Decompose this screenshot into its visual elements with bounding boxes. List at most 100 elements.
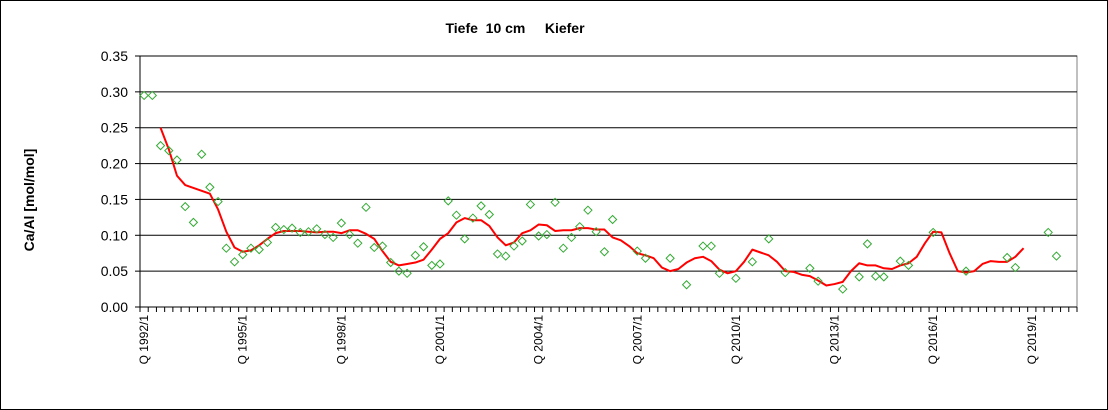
data-point <box>164 145 174 156</box>
data-point <box>451 210 462 220</box>
data-point <box>287 223 297 233</box>
y-tick-label: 0.05 <box>101 263 128 279</box>
chart-title: Tiefe 10 cm Kiefer <box>445 20 585 36</box>
data-point <box>706 241 716 251</box>
data-point <box>394 266 404 276</box>
data-point <box>533 231 544 241</box>
y-tick-label: 0.20 <box>101 156 128 172</box>
data-point <box>377 241 388 251</box>
data-point <box>780 267 790 278</box>
x-tick-label: Q 2016/1 <box>926 315 940 365</box>
x-tick-label: Q 2004/1 <box>532 315 546 365</box>
data-point <box>279 224 289 235</box>
data-point <box>895 256 905 266</box>
x-tick-label: Q 1998/1 <box>334 315 348 365</box>
y-tick-label: 0.30 <box>101 84 128 100</box>
data-point <box>805 263 815 273</box>
data-point <box>147 90 158 101</box>
data-point <box>459 234 470 244</box>
data-point <box>221 243 232 253</box>
data-point <box>476 201 486 211</box>
data-point <box>336 218 347 228</box>
data-point <box>468 213 478 223</box>
data-point <box>575 221 585 232</box>
data-point <box>599 247 610 257</box>
data-point <box>435 259 445 269</box>
data-point <box>180 201 190 212</box>
data-point <box>583 205 593 215</box>
data-point <box>550 197 560 208</box>
data-point <box>262 237 273 248</box>
data-point <box>295 227 305 238</box>
y-axis-ticks: 0.00 0.05 0.10 0.15 0.20 0.25 0.30 0.35 <box>101 48 141 315</box>
data-point <box>665 253 675 263</box>
x-tick-label: Q 2001/1 <box>433 315 447 365</box>
x-axis-ticks: Q 1992/1 Q 1995/1 Q 1998/1 Q 2001/1 Q 2004/1… <box>137 306 1078 365</box>
data-point <box>196 149 207 159</box>
x-tick-label: Q 1992/1 <box>137 315 151 365</box>
data-point <box>764 234 774 244</box>
gridlines <box>140 55 1077 272</box>
data-point <box>369 242 379 253</box>
data-point <box>698 241 708 251</box>
data-point <box>961 266 971 276</box>
data-point <box>328 232 338 243</box>
data-point <box>353 238 363 248</box>
data-point <box>558 243 569 253</box>
data-point <box>566 232 577 243</box>
x-tick-label: Q 2013/1 <box>828 315 842 365</box>
data-point <box>903 260 914 271</box>
x-tick-label: Q 2019/1 <box>1025 315 1039 365</box>
data-point <box>681 280 692 290</box>
data-point <box>155 140 166 151</box>
data-point <box>213 196 223 207</box>
data-point <box>632 246 642 256</box>
data-point <box>1051 251 1062 261</box>
data-point <box>1010 262 1021 273</box>
data-point <box>205 182 215 192</box>
data-point <box>714 268 725 279</box>
data-point <box>813 276 823 286</box>
x-tick-label: Q 2007/1 <box>630 315 644 365</box>
data-point <box>344 229 355 240</box>
data-point <box>591 226 601 237</box>
data-point <box>870 271 881 281</box>
data-point <box>418 242 429 252</box>
y-tick-label: 0.10 <box>101 227 128 243</box>
data-point <box>172 155 182 165</box>
data-point <box>640 253 651 263</box>
data-point <box>928 227 938 238</box>
data-point <box>188 217 199 228</box>
y-tick-label: 0.00 <box>101 299 128 315</box>
data-point <box>361 202 371 213</box>
data-point <box>862 239 873 249</box>
data-point <box>525 199 536 210</box>
measured-series <box>139 90 1062 294</box>
data-point <box>747 257 758 267</box>
data-point <box>410 250 421 261</box>
data-point <box>517 236 527 246</box>
data-point <box>320 229 330 240</box>
data-point <box>854 272 864 282</box>
y-tick-label: 0.35 <box>101 48 128 64</box>
data-point <box>1043 227 1053 238</box>
x-tick-label: Q 1995/1 <box>236 315 250 365</box>
data-point <box>139 90 149 101</box>
data-point <box>270 222 281 233</box>
data-point <box>484 209 495 220</box>
data-point <box>501 251 511 261</box>
data-point <box>879 272 889 282</box>
data-point <box>427 260 437 271</box>
x-tick-label: Q 2010/1 <box>729 315 743 365</box>
data-point <box>838 284 848 294</box>
data-point <box>402 268 412 279</box>
y-tick-label: 0.25 <box>101 120 128 136</box>
data-point <box>607 214 618 225</box>
plot-area <box>139 55 1078 308</box>
data-point <box>385 257 396 268</box>
data-point <box>1002 252 1012 263</box>
data-point <box>246 243 256 253</box>
data-point <box>238 249 248 260</box>
y-tick-label: 0.15 <box>101 191 128 207</box>
data-point <box>443 196 453 206</box>
